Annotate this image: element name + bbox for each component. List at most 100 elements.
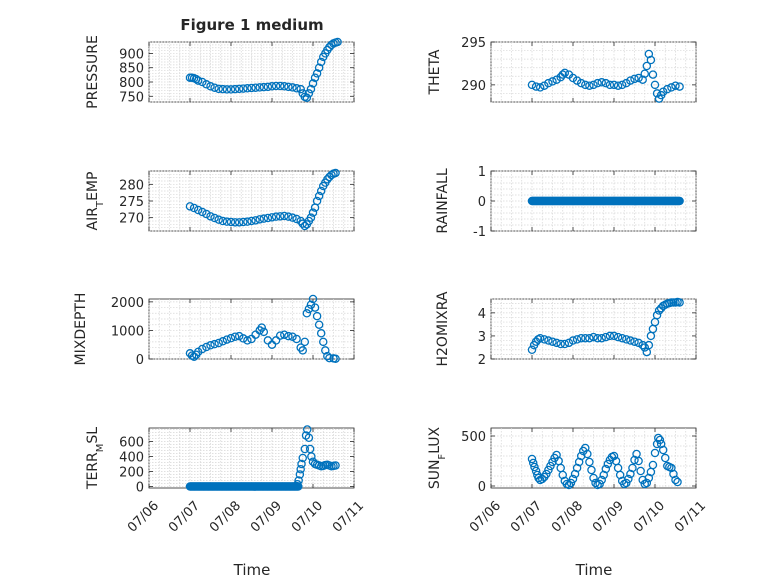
data-point bbox=[548, 457, 557, 467]
data-point bbox=[193, 76, 203, 85]
gridlines bbox=[148, 299, 355, 360]
data-point bbox=[642, 61, 652, 71]
data-point bbox=[308, 79, 318, 88]
data-point bbox=[308, 208, 318, 217]
y-tick-label: 1 bbox=[478, 165, 486, 180]
data-point bbox=[314, 191, 324, 201]
data-point bbox=[675, 298, 684, 307]
data-point bbox=[327, 170, 336, 180]
data-point bbox=[247, 83, 256, 93]
data-point bbox=[542, 469, 551, 479]
y-tick-label: 0 bbox=[136, 481, 144, 496]
data-point bbox=[314, 63, 324, 72]
data-point bbox=[230, 332, 240, 341]
y-tick-label: 750 bbox=[119, 90, 144, 105]
data-point bbox=[292, 334, 301, 344]
data-point bbox=[527, 454, 537, 464]
data-point bbox=[597, 475, 606, 485]
y-axis-label-part: MIXDEPTH bbox=[73, 293, 89, 366]
y-axis-label-part: EMP bbox=[85, 172, 101, 201]
data-point bbox=[243, 336, 252, 345]
data-point bbox=[613, 81, 623, 90]
x-tick-label: 07/07 bbox=[508, 498, 545, 535]
data-point bbox=[218, 84, 228, 94]
data-point bbox=[671, 475, 680, 485]
data-point bbox=[325, 353, 334, 363]
data-point bbox=[601, 332, 611, 342]
data-point bbox=[222, 335, 232, 344]
y-axis-label: RAINFALL bbox=[435, 168, 451, 233]
data-point bbox=[295, 470, 305, 479]
data-point bbox=[284, 331, 293, 341]
data-point bbox=[655, 435, 665, 445]
data-point bbox=[271, 336, 281, 345]
x-axis-label-left: Time bbox=[233, 561, 271, 579]
y-tick-label: 1000 bbox=[111, 324, 144, 339]
data-point bbox=[316, 329, 326, 338]
y-tick-label: 900 bbox=[119, 47, 144, 62]
data-point bbox=[589, 332, 598, 342]
data-point bbox=[528, 458, 538, 468]
data-point bbox=[624, 474, 633, 484]
y-axis-label-part: SL bbox=[85, 427, 101, 444]
data-point bbox=[548, 77, 557, 86]
data-point bbox=[593, 333, 602, 343]
y-axis-label-part: PRESSURE bbox=[85, 35, 101, 109]
data-point bbox=[646, 55, 656, 65]
gridlines bbox=[490, 41, 697, 103]
data-point bbox=[316, 186, 326, 196]
data-point bbox=[230, 218, 240, 227]
data-point bbox=[308, 294, 318, 304]
data-point bbox=[531, 82, 541, 91]
data-point bbox=[214, 84, 223, 94]
data-point bbox=[304, 433, 314, 442]
data-point bbox=[292, 214, 301, 224]
data-point bbox=[331, 168, 340, 178]
data-point bbox=[206, 212, 215, 221]
data-markers bbox=[185, 37, 342, 102]
x-tick-label: 07/07 bbox=[166, 498, 203, 535]
y-axis-label-part: SUN bbox=[427, 460, 443, 490]
data-point bbox=[218, 337, 228, 346]
data-point bbox=[288, 83, 297, 92]
data-point bbox=[214, 215, 223, 224]
data-point bbox=[234, 218, 244, 227]
y-tick-label: 290 bbox=[461, 79, 486, 94]
data-point bbox=[576, 333, 586, 343]
y-axis-label: H2OMIXRA bbox=[435, 291, 451, 366]
data-point bbox=[530, 462, 539, 472]
data-point bbox=[292, 84, 301, 93]
data-point bbox=[255, 83, 264, 92]
x-tick-label: 07/06 bbox=[125, 498, 162, 535]
data-point bbox=[535, 83, 545, 92]
data-point bbox=[663, 84, 672, 94]
data-point bbox=[230, 84, 240, 94]
data-point bbox=[634, 338, 643, 348]
y-axis-label-part: H2OMIXRA bbox=[435, 291, 451, 366]
data-point bbox=[587, 465, 596, 475]
data-point bbox=[271, 81, 281, 91]
data-point bbox=[284, 212, 293, 221]
data-point bbox=[189, 352, 199, 361]
data-point bbox=[306, 213, 316, 222]
y-axis-label-part: F bbox=[437, 454, 448, 460]
data-point bbox=[300, 444, 310, 454]
data-point bbox=[307, 452, 316, 461]
data-point bbox=[636, 466, 645, 476]
data-point bbox=[617, 80, 627, 90]
data-point bbox=[568, 474, 578, 484]
data-point bbox=[560, 68, 570, 78]
data-point bbox=[218, 216, 228, 226]
data-point bbox=[675, 82, 684, 91]
data-point bbox=[234, 331, 244, 341]
data-point bbox=[544, 336, 553, 345]
subplot-theta: 290 295 THETA bbox=[427, 36, 697, 103]
y-axis-label: AIRTEMP bbox=[85, 172, 106, 231]
data-point bbox=[601, 464, 611, 474]
data-point bbox=[302, 309, 312, 318]
data-point bbox=[603, 459, 613, 469]
data-point bbox=[243, 217, 252, 226]
data-point bbox=[648, 70, 658, 79]
